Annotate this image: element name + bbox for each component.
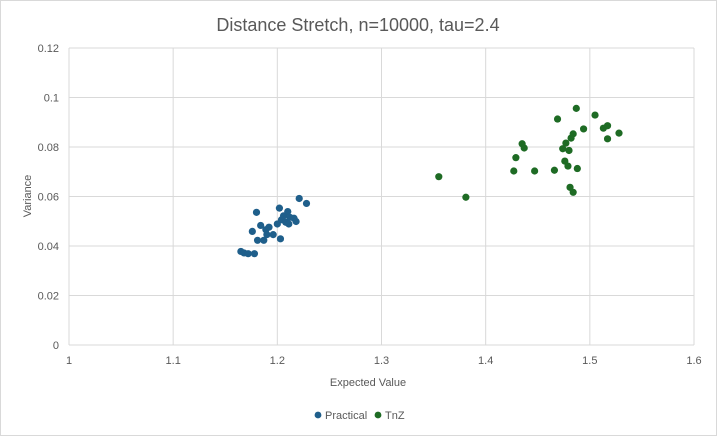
data-point-practical (250, 250, 259, 258)
data-point-tnz (569, 188, 577, 196)
data-point-tnz (591, 111, 599, 119)
data-point-tnz (579, 125, 588, 133)
data-point-practical (284, 207, 292, 216)
legend-marker-practical (314, 411, 322, 419)
y-tick-label: 0.1 (44, 93, 59, 105)
data-point-tnz (573, 164, 581, 173)
data-point-tnz (603, 122, 612, 130)
y-tick-label: 0.08 (38, 142, 59, 154)
data-point-practical (265, 223, 273, 231)
data-point-tnz (550, 166, 559, 174)
y-tick-label: 0.06 (38, 192, 59, 204)
y-axis-title: Variance (22, 175, 34, 218)
data-point-practical (253, 236, 262, 244)
x-tick-label: 1.6 (686, 355, 701, 367)
data-point-tnz (565, 146, 573, 155)
y-tick-label: 0 (53, 340, 59, 352)
data-point-practical (252, 208, 261, 216)
data-point-practical (257, 221, 265, 230)
y-tick-label: 0.04 (38, 241, 59, 253)
x-tick-label: 1 (66, 355, 72, 367)
gridlines (68, 47, 695, 346)
data-point-practical (276, 235, 285, 243)
legend-label-practical: Practical (325, 410, 367, 422)
data-point-practical (292, 217, 300, 226)
x-axis-title: Expected Value (330, 377, 406, 389)
data-point-practical (260, 236, 268, 244)
y-tick-label: 0.12 (38, 43, 59, 55)
y-axis-ticks: 0 0.02 0.04 0.06 0.08 0.1 0.12 (38, 43, 59, 352)
legend: Practical TnZ (314, 410, 405, 422)
x-tick-label: 1.3 (374, 355, 389, 367)
data-point-practical (302, 199, 311, 208)
data-point-tnz (603, 135, 612, 143)
chart-title: Distance Stretch, n=10000, tau=2.4 (216, 15, 499, 35)
data-point-tnz (553, 115, 562, 123)
data-point-tnz (615, 129, 623, 137)
x-tick-label: 1.5 (582, 355, 597, 367)
data-point-tnz (564, 162, 572, 170)
data-point-practical (275, 204, 284, 212)
data-point-tnz (512, 154, 520, 162)
data-point-tnz (435, 173, 443, 181)
data-point-practical (285, 220, 293, 228)
legend-label-tnz: TnZ (385, 410, 405, 422)
data-point-practical (263, 231, 271, 239)
x-tick-label: 1.2 (270, 355, 285, 367)
data-point-tnz (510, 167, 518, 175)
data-point-practical (248, 227, 256, 235)
x-tick-label: 1.1 (166, 355, 181, 367)
data-points (237, 104, 623, 258)
data-point-practical (269, 231, 277, 239)
data-point-tnz (562, 139, 570, 147)
x-axis-ticks: 1 1.1 1.2 1.3 1.4 1.5 1.6 (66, 355, 702, 367)
data-point-tnz (520, 144, 528, 152)
data-point-tnz (559, 145, 567, 153)
data-point-tnz (531, 167, 539, 175)
data-point-tnz (572, 104, 580, 112)
x-tick-label: 1.4 (478, 355, 493, 367)
data-point-practical (244, 250, 252, 258)
legend-marker-tnz (374, 411, 382, 419)
data-point-tnz (569, 130, 577, 138)
data-point-tnz (462, 193, 470, 201)
y-tick-label: 0.02 (38, 291, 59, 303)
data-point-practical (295, 194, 303, 203)
